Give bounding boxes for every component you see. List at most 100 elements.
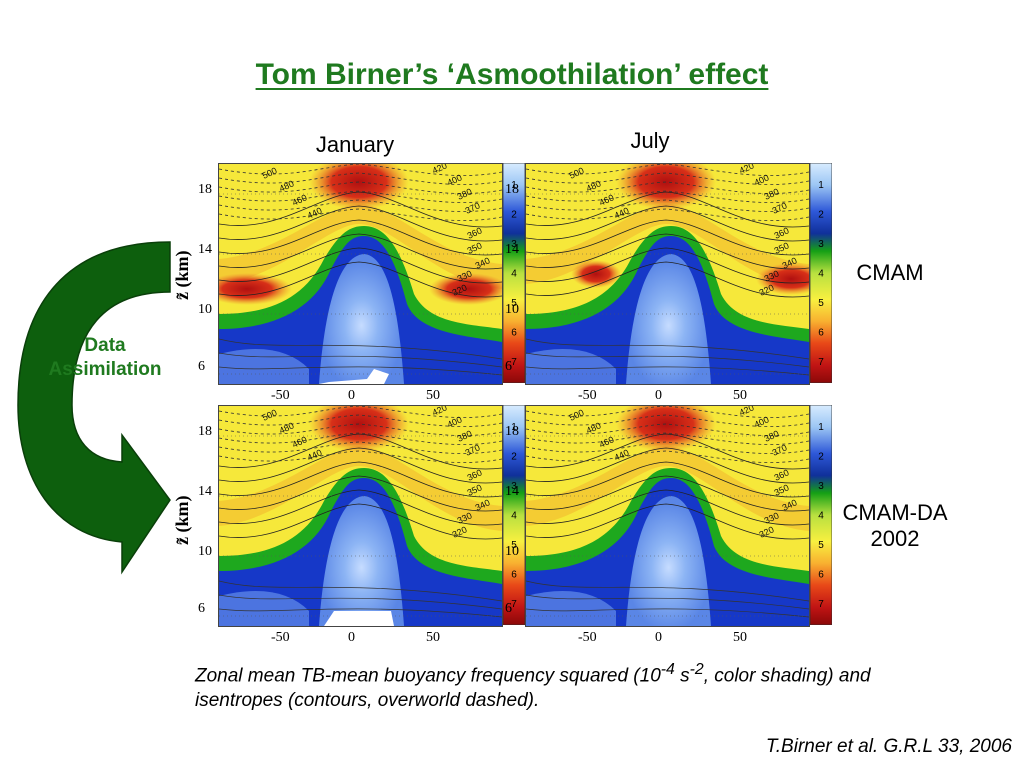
colorbar-tick: 5 <box>511 298 517 309</box>
caption-part1: Zonal mean TB-mean buoyancy frequency sq… <box>195 665 661 687</box>
shading-light-blue <box>319 496 404 626</box>
colorbar-tick: 4 <box>511 511 517 522</box>
colorbar-tick: 6 <box>511 570 517 581</box>
colorbar-tick: 1 <box>818 422 824 433</box>
isentrope-lower <box>526 580 809 602</box>
data-assimilation-label: Data Assimilation <box>40 334 170 382</box>
caption-part3: , color shading) and isentropes (contour… <box>195 665 871 712</box>
isentrope-dashed <box>526 414 809 427</box>
panel-cmamda-july-colorbar: 1 2 3 4 5 6 7 <box>810 405 832 625</box>
isentrope-dashed <box>526 423 809 436</box>
isentrope-lower <box>526 338 809 360</box>
isentrope-solid <box>219 219 502 256</box>
isentrope-solid <box>219 475 502 512</box>
isentrope-dashed <box>526 172 809 185</box>
isentrope-lower <box>526 594 809 610</box>
isentrope-dashed <box>219 172 502 185</box>
isentrope-lower <box>219 594 502 610</box>
y-tick-label: 6 <box>505 359 512 374</box>
colorbar-fill <box>810 405 832 625</box>
contour-label: 420 <box>431 163 449 176</box>
topography <box>319 369 389 384</box>
colorbar-tick: 4 <box>818 511 824 522</box>
isentrope-solid <box>219 261 502 298</box>
isentrope-dashed <box>526 208 809 221</box>
y-tick-label: 6 <box>198 601 205 616</box>
isentrope-dashed <box>526 432 809 445</box>
isentrope-lower <box>219 352 502 368</box>
assimilation-line1: Data <box>84 335 126 356</box>
row-label-cmam-text: CMAM <box>856 260 924 285</box>
colorbar-fill <box>810 163 832 383</box>
colorbar-tick: 1 <box>818 180 824 191</box>
isentrope-lower <box>526 608 809 618</box>
isentrope-solid <box>526 433 809 470</box>
isentrope-dashed <box>219 450 502 463</box>
row-label-cmam-da-line2: 2002 <box>870 526 920 551</box>
contour-label: 420 <box>738 163 756 176</box>
isentrope-dashed <box>526 181 809 194</box>
isentrope-lower <box>219 366 502 376</box>
isentrope-dashed <box>219 423 502 436</box>
isentrope-solid <box>526 447 809 484</box>
y-tick-label: 18 <box>198 424 212 439</box>
colorbar-tick: 4 <box>818 269 824 280</box>
x-tick-label: -50 <box>271 388 290 403</box>
y-tick-label: 18 <box>198 182 212 197</box>
x-tick-label: 50 <box>733 388 747 403</box>
isentrope-dashed <box>219 190 502 203</box>
isentrope-lower <box>219 608 502 618</box>
isentrope-dashed <box>526 164 809 176</box>
isentrope-solid <box>526 461 809 498</box>
isentrope-dashed <box>526 441 809 454</box>
colorbar-tick: 2 <box>818 452 824 463</box>
shading-light-blue <box>626 254 711 384</box>
isentrope-solid <box>526 233 809 270</box>
shading-blue-lower-left <box>526 591 616 626</box>
shading-light-blue <box>319 254 404 384</box>
x-tick-label: -50 <box>578 630 597 645</box>
row-label-cmam-da-line1: CMAM-DA <box>842 500 948 525</box>
isentrope-dashed <box>219 432 502 445</box>
colorbar-tick: 5 <box>818 540 824 551</box>
colorbar-fill <box>503 405 525 625</box>
colorbar-tick: 3 <box>511 239 517 250</box>
colorbar-tick: 1 <box>511 422 517 433</box>
isentrope-dashed <box>219 441 502 454</box>
isentrope-solid <box>219 503 502 540</box>
isentrope-solid <box>219 205 502 242</box>
assimilation-arrow <box>17 241 171 575</box>
x-tick-label: 0 <box>655 630 662 645</box>
y-tick-label: 10 <box>198 302 212 317</box>
isentrope-solid <box>526 475 809 512</box>
slide-title: Tom Birner’s ‘Asmoothilation’ effect <box>0 58 1024 92</box>
colorbar-fill <box>503 163 525 383</box>
isentrope-dashed <box>526 199 809 212</box>
isentrope-lower <box>219 338 502 360</box>
x-tick-label: -50 <box>578 388 597 403</box>
isentrope-dashed <box>219 406 502 418</box>
contour-label: 420 <box>431 405 449 418</box>
column-label-july: July <box>630 128 670 153</box>
arrow-shape <box>17 241 171 575</box>
row-label-cmam-da: CMAM-DA 2002 <box>840 500 950 552</box>
colorbar-tick: 6 <box>818 328 824 339</box>
caption-sup1: -4 <box>660 661 675 678</box>
assimilation-line2: Assimilation <box>48 359 162 380</box>
isentrope-dashed <box>526 406 809 418</box>
isentrope-solid <box>219 461 502 498</box>
y-tick-label: 6 <box>198 359 205 374</box>
citation: T.Birner et al. G.R.L 33, 2006 <box>765 736 1012 757</box>
isentrope-solid <box>219 447 502 484</box>
column-label-january: January <box>315 132 395 157</box>
y-tick-label: 14 <box>198 242 212 257</box>
y-tick-label: 10 <box>505 302 519 317</box>
isentrope-dashed <box>526 190 809 203</box>
caption-part2: s <box>674 665 690 687</box>
y-tick-label: 14 <box>198 484 212 499</box>
x-tick-label: 0 <box>348 388 355 403</box>
